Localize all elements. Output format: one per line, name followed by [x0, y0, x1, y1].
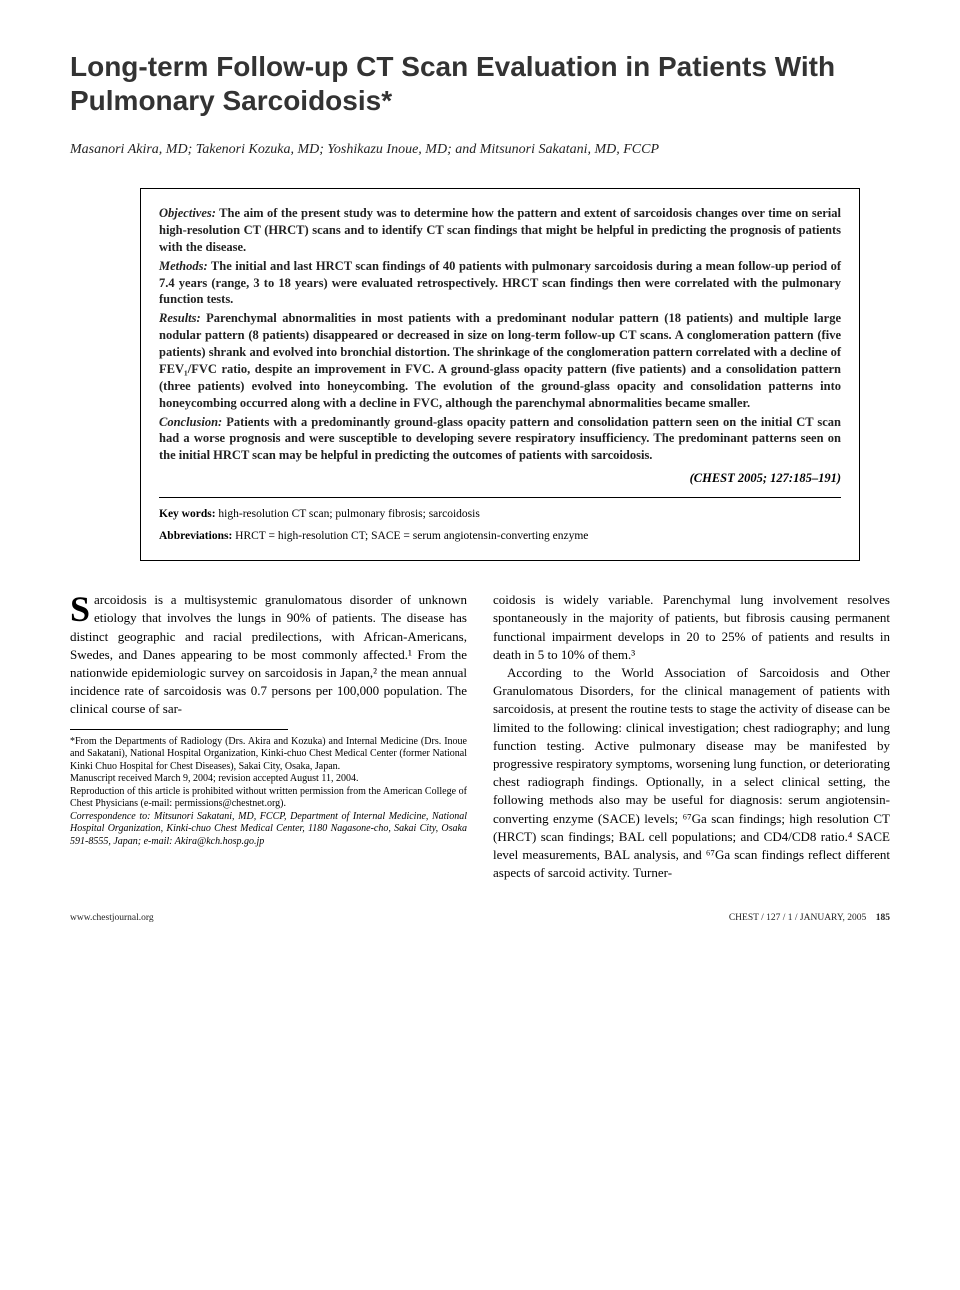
footer-left: www.chestjournal.org: [70, 912, 154, 925]
body-para-1: Sarcoidosis is a multisystemic granuloma…: [70, 591, 467, 718]
keywords-label: Key words:: [159, 508, 216, 520]
footer-journal-info: CHEST / 127 / 1 / JANUARY, 2005: [729, 913, 866, 923]
objectives-label: Objectives:: [159, 206, 216, 220]
abstract-citation: (CHEST 2005; 127:185–191): [159, 470, 841, 487]
footnote-block: *From the Departments of Radiology (Drs.…: [70, 736, 467, 849]
abstract-objectives: Objectives: The aim of the present study…: [159, 205, 841, 256]
column-left: Sarcoidosis is a multisystemic granuloma…: [70, 591, 467, 882]
conclusion-label: Conclusion:: [159, 415, 222, 429]
footnote-received: Manuscript received March 9, 2004; revis…: [70, 773, 467, 786]
results-text: Parenchymal abnormalities in most patien…: [159, 311, 841, 409]
body-para-2: coidosis is widely variable. Parenchymal…: [493, 591, 890, 664]
abstract-methods: Methods: The initial and last HRCT scan …: [159, 258, 841, 309]
conclusion-text: Patients with a predominantly ground-gla…: [159, 415, 841, 463]
dropcap: S: [70, 591, 94, 625]
abbreviations-line: Abbreviations: HRCT = high-resolution CT…: [159, 528, 841, 544]
article-title: Long-term Follow-up CT Scan Evaluation i…: [70, 50, 890, 117]
methods-text: The initial and last HRCT scan findings …: [159, 259, 841, 307]
column-right: coidosis is widely variable. Parenchymal…: [493, 591, 890, 882]
footnote-reproduction: Reproduction of this article is prohibit…: [70, 786, 467, 811]
footnote-affiliation: *From the Departments of Radiology (Drs.…: [70, 736, 467, 774]
abstract-results: Results: Parenchymal abnormalities in mo…: [159, 310, 841, 411]
body-para-1-text: arcoidosis is a multisystemic granulomat…: [70, 592, 467, 716]
keywords-text: high-resolution CT scan; pulmonary fibro…: [218, 508, 479, 520]
keywords-line: Key words: high-resolution CT scan; pulm…: [159, 506, 841, 522]
footnote-divider: [70, 729, 288, 730]
footer-right: CHEST / 127 / 1 / JANUARY, 2005 185: [729, 912, 890, 925]
objectives-text: The aim of the present study was to dete…: [159, 206, 841, 254]
methods-label: Methods:: [159, 259, 208, 273]
body-para-3: According to the World Association of Sa…: [493, 664, 890, 882]
footer-page-number: 185: [876, 913, 890, 923]
body-columns: Sarcoidosis is a multisystemic granuloma…: [70, 591, 890, 882]
abstract-divider: [159, 497, 841, 498]
abbrev-text: HRCT = high-resolution CT; SACE = serum …: [235, 530, 588, 542]
abstract-conclusion: Conclusion: Patients with a predominantl…: [159, 414, 841, 465]
results-label: Results:: [159, 311, 201, 325]
page-footer: www.chestjournal.org CHEST / 127 / 1 / J…: [70, 912, 890, 925]
abbrev-label: Abbreviations:: [159, 530, 232, 542]
abstract-box: Objectives: The aim of the present study…: [140, 188, 860, 561]
authors-block: Masanori Akira, MD; Takenori Kozuka, MD;…: [70, 141, 890, 160]
footnote-correspondence: Correspondence to: Mitsunori Sakatani, M…: [70, 811, 467, 849]
